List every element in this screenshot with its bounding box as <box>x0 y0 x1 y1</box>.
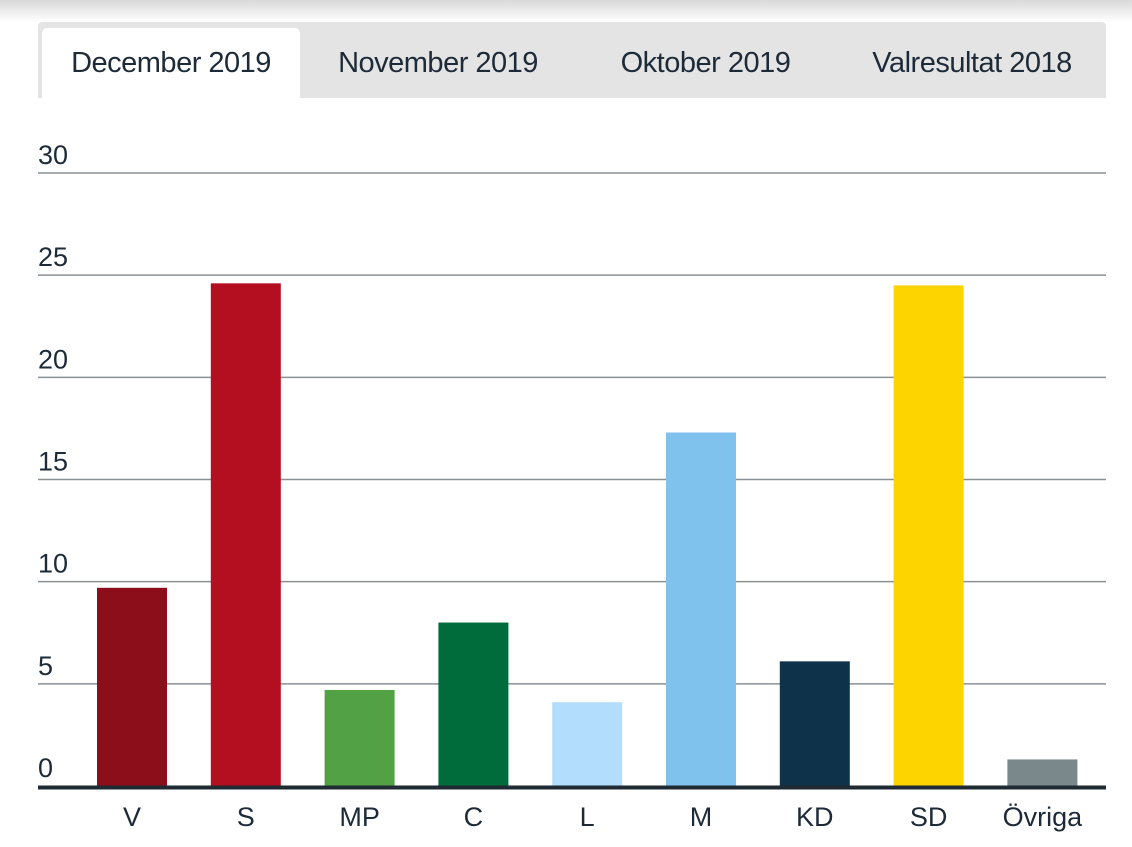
y-tick-label: 15 <box>38 447 68 477</box>
y-tick-label: 25 <box>38 242 68 272</box>
top-shadow <box>0 0 1132 22</box>
bar-v[interactable] <box>97 587 167 786</box>
tab-oktober-2019[interactable]: Oktober 2019 <box>620 47 791 79</box>
x-tick-label: S <box>237 802 255 832</box>
bar-c[interactable] <box>438 622 509 786</box>
y-tick-label: 20 <box>38 344 68 374</box>
x-tick-label: MP <box>339 802 380 832</box>
x-axis-ticks: V S MP C L M KD SD Övriga <box>123 802 1083 832</box>
bar-s[interactable] <box>210 283 281 786</box>
x-tick-label: L <box>580 802 595 832</box>
bar-kd[interactable] <box>779 661 850 786</box>
bars <box>97 283 1078 786</box>
bar-chart: 0 5 10 15 20 25 30 V S MP C L M KD SD Övriga <box>38 140 1106 832</box>
tab-bar: December 2019 November 2019 Oktober 2019… <box>38 22 1106 98</box>
y-tick-label: 30 <box>38 140 68 170</box>
y-axis-ticks: 0 5 10 15 20 25 30 <box>38 140 68 783</box>
bar-mp[interactable] <box>324 689 395 786</box>
tab-november-2019[interactable]: November 2019 <box>338 47 538 79</box>
y-tick-label: 5 <box>38 651 53 681</box>
y-tick-label: 10 <box>38 549 68 579</box>
bar-l[interactable] <box>552 702 623 786</box>
x-tick-label: SD <box>910 802 948 832</box>
y-tick-label: 0 <box>38 753 53 783</box>
x-tick-label: C <box>464 802 484 832</box>
x-tick-label: Övriga <box>1003 802 1084 832</box>
x-tick-label: KD <box>796 802 834 832</box>
bar-m[interactable] <box>666 432 736 786</box>
x-tick-label: V <box>123 802 141 832</box>
bar-övriga[interactable] <box>1007 759 1078 786</box>
tab-valresultat-2018[interactable]: Valresultat 2018 <box>872 47 1072 79</box>
bar-sd[interactable] <box>893 285 964 786</box>
x-tick-label: M <box>690 802 713 832</box>
tab-december-2019[interactable]: December 2019 <box>42 28 300 98</box>
